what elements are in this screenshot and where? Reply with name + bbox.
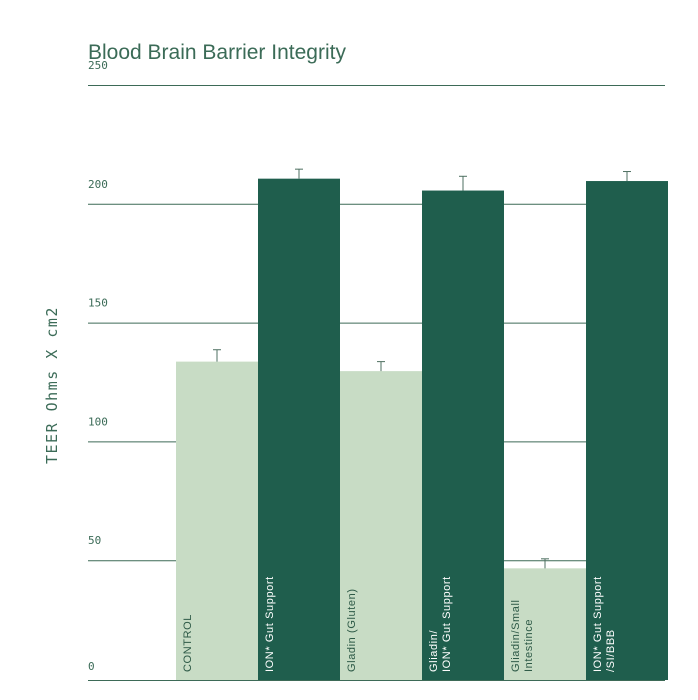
- y-tick-label: 0: [88, 660, 95, 673]
- category-labels: CONTROL ION* Gut Support Gladin (Gluten) Gl…: [182, 576, 617, 672]
- y-tick-label: 200: [88, 178, 108, 191]
- bars: [176, 168, 668, 681]
- category-label: ION* Gut Support: [592, 576, 604, 672]
- category-label: ION* Gut Support: [264, 576, 276, 672]
- y-tick-label: 250: [88, 59, 108, 72]
- bar: [586, 181, 668, 681]
- chart-title: Blood Brain Barrier Integrity: [88, 41, 346, 64]
- category-label: Gliadin/: [428, 630, 440, 672]
- bar: [422, 190, 504, 680]
- y-tick-labels: 0 50 100 150 200 250: [88, 59, 108, 673]
- category-label: /SI/BBB: [605, 629, 617, 672]
- y-tick-label: 150: [88, 297, 108, 310]
- y-tick-label: 100: [88, 415, 108, 428]
- bar: [258, 178, 340, 680]
- category-label: CONTROL: [182, 614, 194, 672]
- category-label: Intestince: [523, 619, 535, 672]
- y-axis-label: TEER Ohms X cm2: [43, 306, 61, 464]
- bar: [504, 568, 586, 680]
- category-label: ION* Gut Support: [441, 576, 453, 672]
- bar: [340, 371, 422, 680]
- category-label: Gladin (Gluten): [346, 588, 358, 672]
- bar: [176, 361, 258, 680]
- y-tick-label: 50: [88, 534, 101, 547]
- category-label: Gliadin/Small: [510, 599, 522, 672]
